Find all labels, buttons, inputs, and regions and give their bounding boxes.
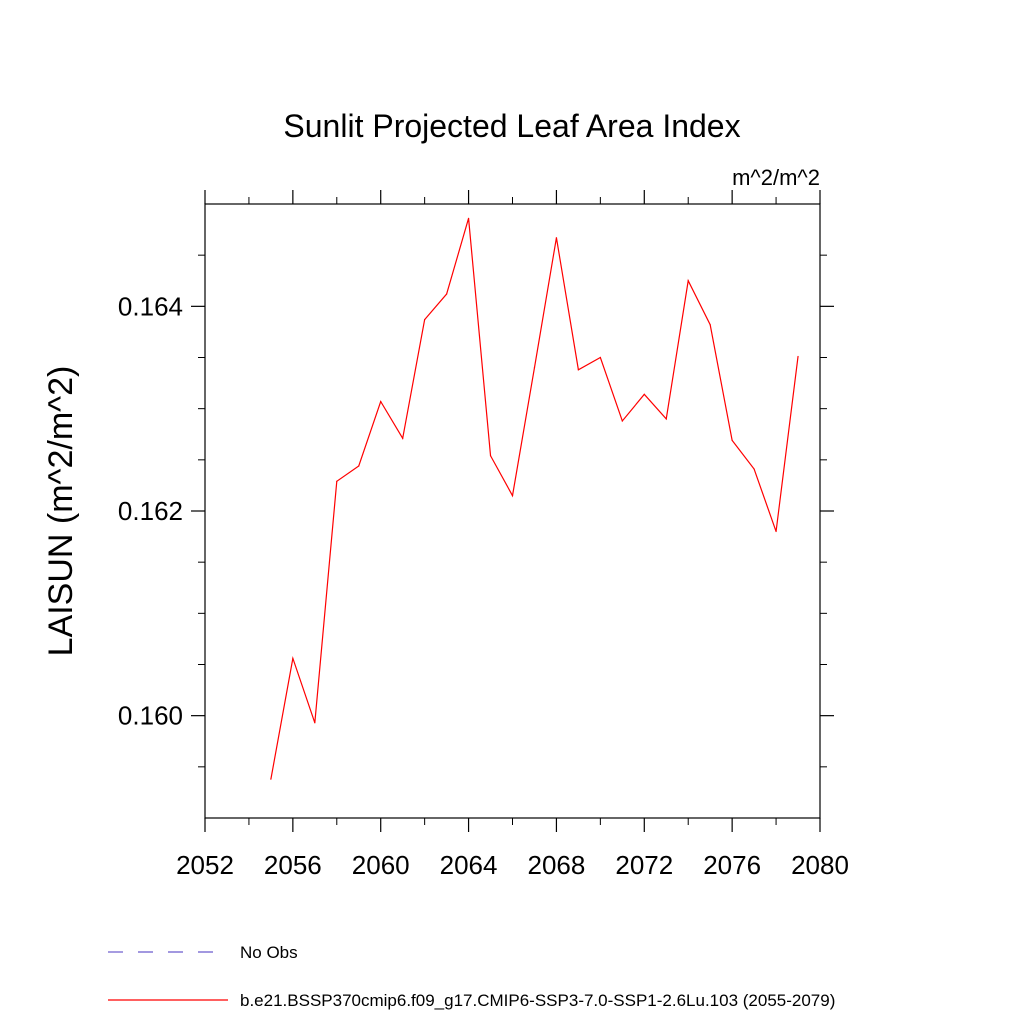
legend: No Obs b.e21.BSSP370cmip6.f09_g17.CMIP6-S… [108,943,835,1010]
series-1-point [336,480,338,482]
series-1-point [533,367,536,369]
series-1-point [709,324,711,326]
y-tick-label: 0.164 [118,291,183,321]
series-1-point [270,778,272,780]
y-tick-label: 0.160 [118,701,183,731]
series-1-point [489,455,492,457]
series-1-point [665,418,667,420]
series-1-point [402,437,404,439]
units-label: m^2/m^2 [732,165,820,190]
series-1-point [314,722,316,724]
series-1-point [467,217,470,219]
series-1-point [358,465,360,467]
legend-label-0: No Obs [240,943,298,962]
series-1-point [511,495,514,497]
series-line-1 [270,218,799,780]
series-1-point [446,293,448,295]
axis-tick-labels: 2052 2056 2060 2064 2068 2072 2076 2080 0.160 0.1… [118,291,849,880]
series-1-point [380,400,382,403]
series-1-point [621,420,623,422]
series-1-point [753,468,755,470]
y-tick-label: 0.162 [118,496,183,526]
x-tick-label: 2080 [791,850,849,880]
series-1-point [424,319,426,321]
x-tick-label: 2064 [440,850,498,880]
series-1-point [643,393,645,395]
plot-frame [204,203,821,819]
series-1-point [731,439,733,441]
series-1-point [775,530,777,533]
x-tick-label: 2052 [176,850,234,880]
legend-label-1: b.e21.BSSP370cmip6.f09_g17.CMIP6-SSP3-7.… [240,991,835,1010]
x-tick-label: 2076 [703,850,761,880]
x-tick-label: 2060 [352,850,410,880]
series-1-point [555,237,558,239]
y-axis-label: LAISUN (m^2/m^2) [42,366,80,657]
series-1-point [292,657,294,659]
x-tick-label: 2056 [264,850,322,880]
axis-ticks [191,190,834,832]
x-tick-label: 2072 [615,850,673,880]
series-1-point [687,280,689,282]
series-1-point [577,369,579,371]
series-1-point [599,356,601,359]
chart-title: Sunlit Projected Leaf Area Index [283,108,740,144]
plot-series [270,217,799,780]
x-tick-label: 2068 [528,850,586,880]
series-1-point [797,355,799,358]
